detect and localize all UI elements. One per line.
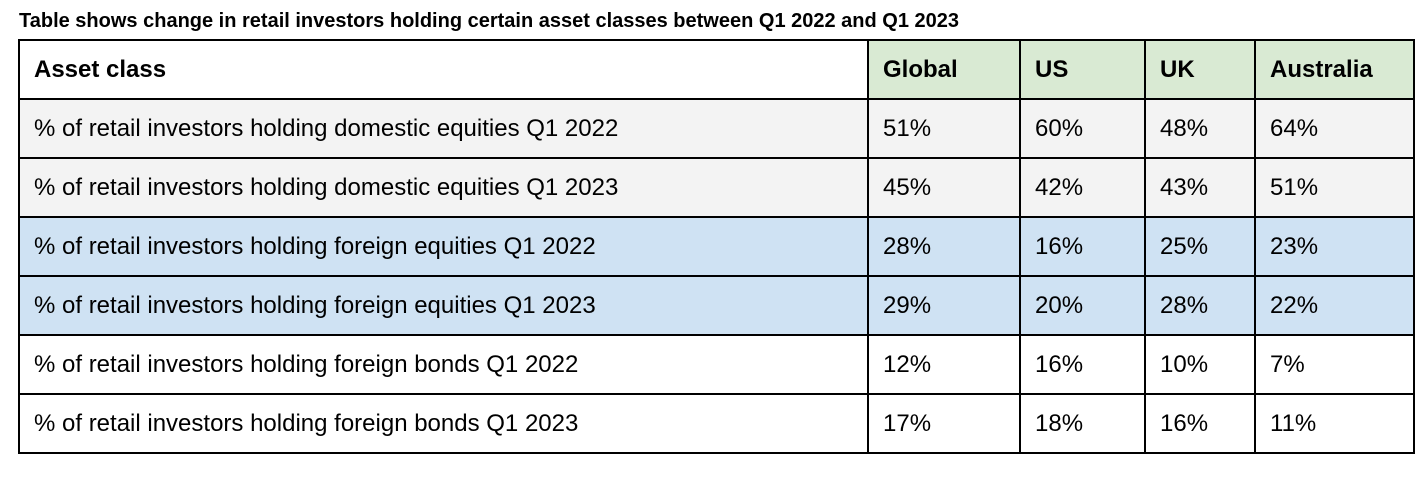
- row-label: % of retail investors holding domestic e…: [18, 157, 869, 218]
- row-label: % of retail investors holding foreign bo…: [18, 393, 869, 454]
- table-row: % of retail investors holding domestic e…: [18, 157, 1415, 218]
- cell-us: 16%: [1019, 334, 1146, 395]
- cell-global: 45%: [867, 157, 1021, 218]
- header-asset-class: Asset class: [18, 39, 869, 100]
- header-us: US: [1019, 39, 1146, 100]
- table-row: % of retail investors holding domestic e…: [18, 98, 1415, 159]
- cell-global: 12%: [867, 334, 1021, 395]
- cell-australia: 64%: [1254, 98, 1415, 159]
- cell-australia: 11%: [1254, 393, 1415, 454]
- row-label: % of retail investors holding foreign bo…: [18, 334, 869, 395]
- row-label: % of retail investors holding foreign eq…: [18, 275, 869, 336]
- header-uk: UK: [1144, 39, 1256, 100]
- cell-australia: 23%: [1254, 216, 1415, 277]
- cell-australia: 51%: [1254, 157, 1415, 218]
- table-row: % of retail investors holding foreign bo…: [18, 334, 1415, 395]
- table-row: % of retail investors holding foreign eq…: [18, 216, 1415, 277]
- cell-us: 16%: [1019, 216, 1146, 277]
- header-australia: Australia: [1254, 39, 1415, 100]
- cell-us: 20%: [1019, 275, 1146, 336]
- header-row: Asset class Global US UK Australia: [18, 39, 1415, 100]
- cell-uk: 25%: [1144, 216, 1256, 277]
- cell-uk: 28%: [1144, 275, 1256, 336]
- cell-uk: 43%: [1144, 157, 1256, 218]
- cell-uk: 16%: [1144, 393, 1256, 454]
- table-row: % of retail investors holding foreign bo…: [18, 393, 1415, 454]
- cell-us: 42%: [1019, 157, 1146, 218]
- cell-us: 18%: [1019, 393, 1146, 454]
- cell-uk: 10%: [1144, 334, 1256, 395]
- cell-global: 51%: [867, 98, 1021, 159]
- header-global: Global: [867, 39, 1021, 100]
- cell-australia: 7%: [1254, 334, 1415, 395]
- cell-australia: 22%: [1254, 275, 1415, 336]
- asset-class-table: Asset class Global US UK Australia % of …: [18, 39, 1415, 454]
- row-label: % of retail investors holding foreign eq…: [18, 216, 869, 277]
- cell-global: 28%: [867, 216, 1021, 277]
- cell-global: 29%: [867, 275, 1021, 336]
- table-caption: Table shows change in retail investors h…: [19, 10, 960, 32]
- cell-uk: 48%: [1144, 98, 1256, 159]
- row-label: % of retail investors holding domestic e…: [18, 98, 869, 159]
- table-row: % of retail investors holding foreign eq…: [18, 275, 1415, 336]
- cell-us: 60%: [1019, 98, 1146, 159]
- cell-global: 17%: [867, 393, 1021, 454]
